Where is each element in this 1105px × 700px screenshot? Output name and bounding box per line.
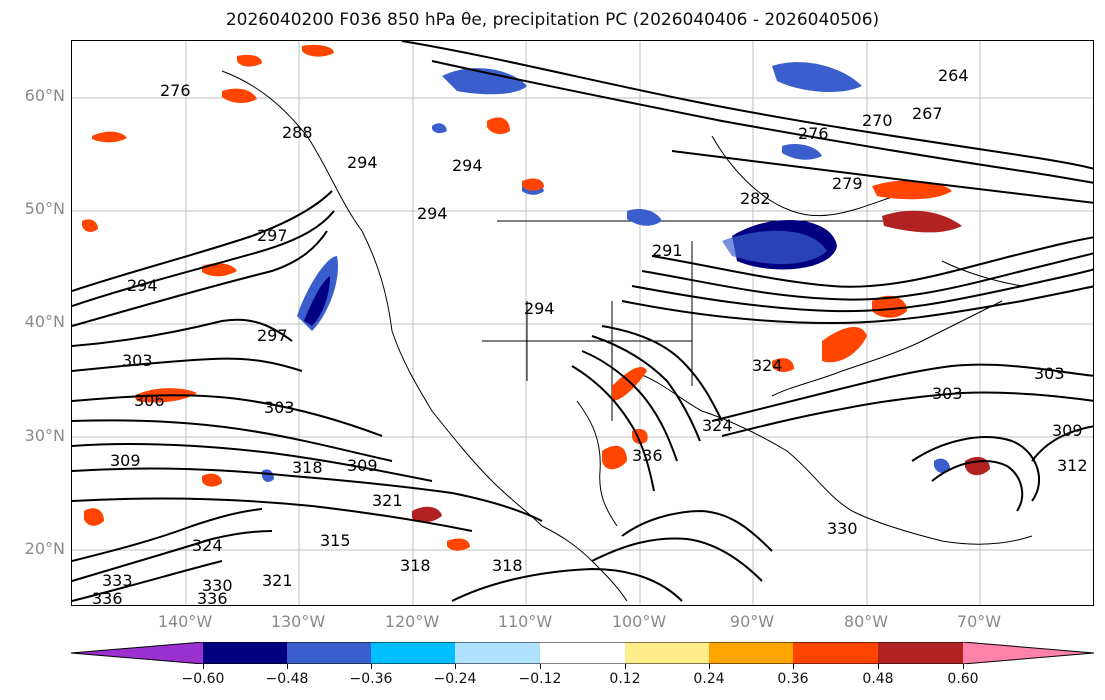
- lon-label-90w: 90°W: [729, 612, 775, 631]
- lat-label-40: 40°N: [24, 312, 65, 331]
- colorbar-tick: [371, 664, 372, 669]
- chart-title: 2026040200 F036 850 hPa θe, precipitatio…: [225, 10, 880, 30]
- lat-label-30: 30°N: [24, 426, 65, 445]
- contour-label: 315: [320, 531, 351, 550]
- lon-label-120w: 120°W: [384, 612, 440, 631]
- colorbar-tick: [203, 664, 204, 669]
- colorbar-tick-label: 0.60: [947, 671, 979, 687]
- colorbar-segment: [287, 642, 371, 664]
- colorbar-tick-label: −0.60: [181, 671, 225, 687]
- contour-label: 297: [257, 226, 288, 245]
- contour-label: 264: [938, 66, 969, 85]
- contour-label: 279: [832, 174, 863, 193]
- colorbar-tick-label: −0.12: [518, 671, 562, 687]
- precip-negative: [262, 62, 950, 482]
- contour-label: 321: [262, 571, 293, 590]
- colorbar-tick: [625, 664, 626, 669]
- contour-label: 336: [632, 446, 663, 465]
- lat-label-50: 50°N: [24, 199, 65, 218]
- contour-label: 297: [257, 326, 288, 345]
- colorbar-segment: [963, 642, 1094, 664]
- colorbar-segment: [625, 642, 709, 664]
- contour-label: 318: [492, 556, 523, 575]
- contour-label: 330: [827, 519, 858, 538]
- contour-label: 294: [347, 153, 378, 172]
- map-panel: 276 288 294 294 294 297 294 297 303 306 …: [71, 40, 1094, 606]
- contour-label: 336: [197, 589, 228, 606]
- colorbar-segment: [709, 642, 793, 664]
- contour-label: 324: [752, 356, 783, 375]
- colorbar-tick: [963, 664, 964, 669]
- contour-label: 330: [202, 576, 233, 595]
- contour-label: 306: [134, 391, 165, 410]
- map-canvas: 276 288 294 294 294 297 294 297 303 306 …: [72, 41, 1093, 606]
- lon-label-80w: 80°W: [843, 612, 889, 631]
- contour-label: 294: [452, 156, 483, 175]
- colorbar-segment: [203, 642, 287, 664]
- contour-label: 276: [798, 124, 829, 143]
- contour-label: 309: [110, 451, 141, 470]
- colorbar-tick: [455, 664, 456, 669]
- colorbar-tick-label: 0.12: [609, 671, 641, 687]
- contour-label: 291: [652, 241, 683, 260]
- colorbar-segment: [455, 642, 540, 664]
- colorbar-tick: [540, 664, 541, 669]
- contour-label: 282: [740, 189, 771, 208]
- contour-label: 303: [932, 384, 963, 403]
- colorbar-tick-label: 0.36: [777, 671, 809, 687]
- coastlines: [221, 70, 1033, 602]
- colorbar-segment: [71, 642, 203, 664]
- contour-label: 270: [862, 111, 893, 130]
- colorbar: [71, 642, 1094, 664]
- colorbar-segment: [793, 642, 878, 664]
- lon-label-100w: 100°W: [611, 612, 667, 631]
- contour-label: 294: [524, 299, 555, 318]
- colorbar-tick-label: 0.48: [862, 671, 894, 687]
- contour-label: 294: [417, 204, 448, 223]
- contour-label: 312: [1057, 456, 1088, 475]
- lon-label-140w: 140°W: [157, 612, 213, 631]
- colorbar-segment: [371, 642, 455, 664]
- contour-label: 309: [1052, 421, 1083, 440]
- contour-label: 321: [372, 491, 403, 510]
- contour-label: 303: [264, 398, 295, 417]
- colorbar-segment: [540, 642, 625, 664]
- colorbar-tick: [878, 664, 879, 669]
- contour-label: 336: [92, 589, 123, 606]
- contour-label: 318: [292, 458, 323, 477]
- contour-label: 288: [282, 123, 313, 142]
- contour-label: 303: [122, 351, 153, 370]
- contour-label: 267: [912, 104, 943, 123]
- colorbar-tick: [287, 664, 288, 669]
- contour-label: 303: [1034, 364, 1065, 383]
- contour-label: 333: [102, 571, 133, 590]
- colorbar-tick-label: −0.36: [349, 671, 393, 687]
- lat-label-60: 60°N: [24, 86, 65, 105]
- contour-label: 324: [702, 416, 733, 435]
- contour-label: 318: [400, 556, 431, 575]
- lat-label-20: 20°N: [24, 539, 65, 558]
- graticule: [72, 41, 1093, 605]
- contour-label: 324: [192, 536, 223, 555]
- precip-positive: [82, 44, 990, 551]
- colorbar-tick-label: 0.24: [693, 671, 725, 687]
- lon-label-110w: 110°W: [497, 612, 553, 631]
- contour-labels: 276 288 294 294 294 297 294 297 303 306 …: [92, 66, 1088, 606]
- colorbar-tick: [709, 664, 710, 669]
- colorbar-tick-label: −0.24: [433, 671, 477, 687]
- contour-label: 294: [127, 276, 158, 295]
- lon-label-130w: 130°W: [270, 612, 326, 631]
- theta-e-contours: [72, 41, 1093, 602]
- colorbar-tick-label: −0.48: [265, 671, 309, 687]
- colorbar-segment: [878, 642, 963, 664]
- contour-label: 276: [160, 81, 191, 100]
- lon-label-70w: 70°W: [956, 612, 1002, 631]
- contour-label: 309: [347, 456, 378, 475]
- colorbar-tick: [793, 664, 794, 669]
